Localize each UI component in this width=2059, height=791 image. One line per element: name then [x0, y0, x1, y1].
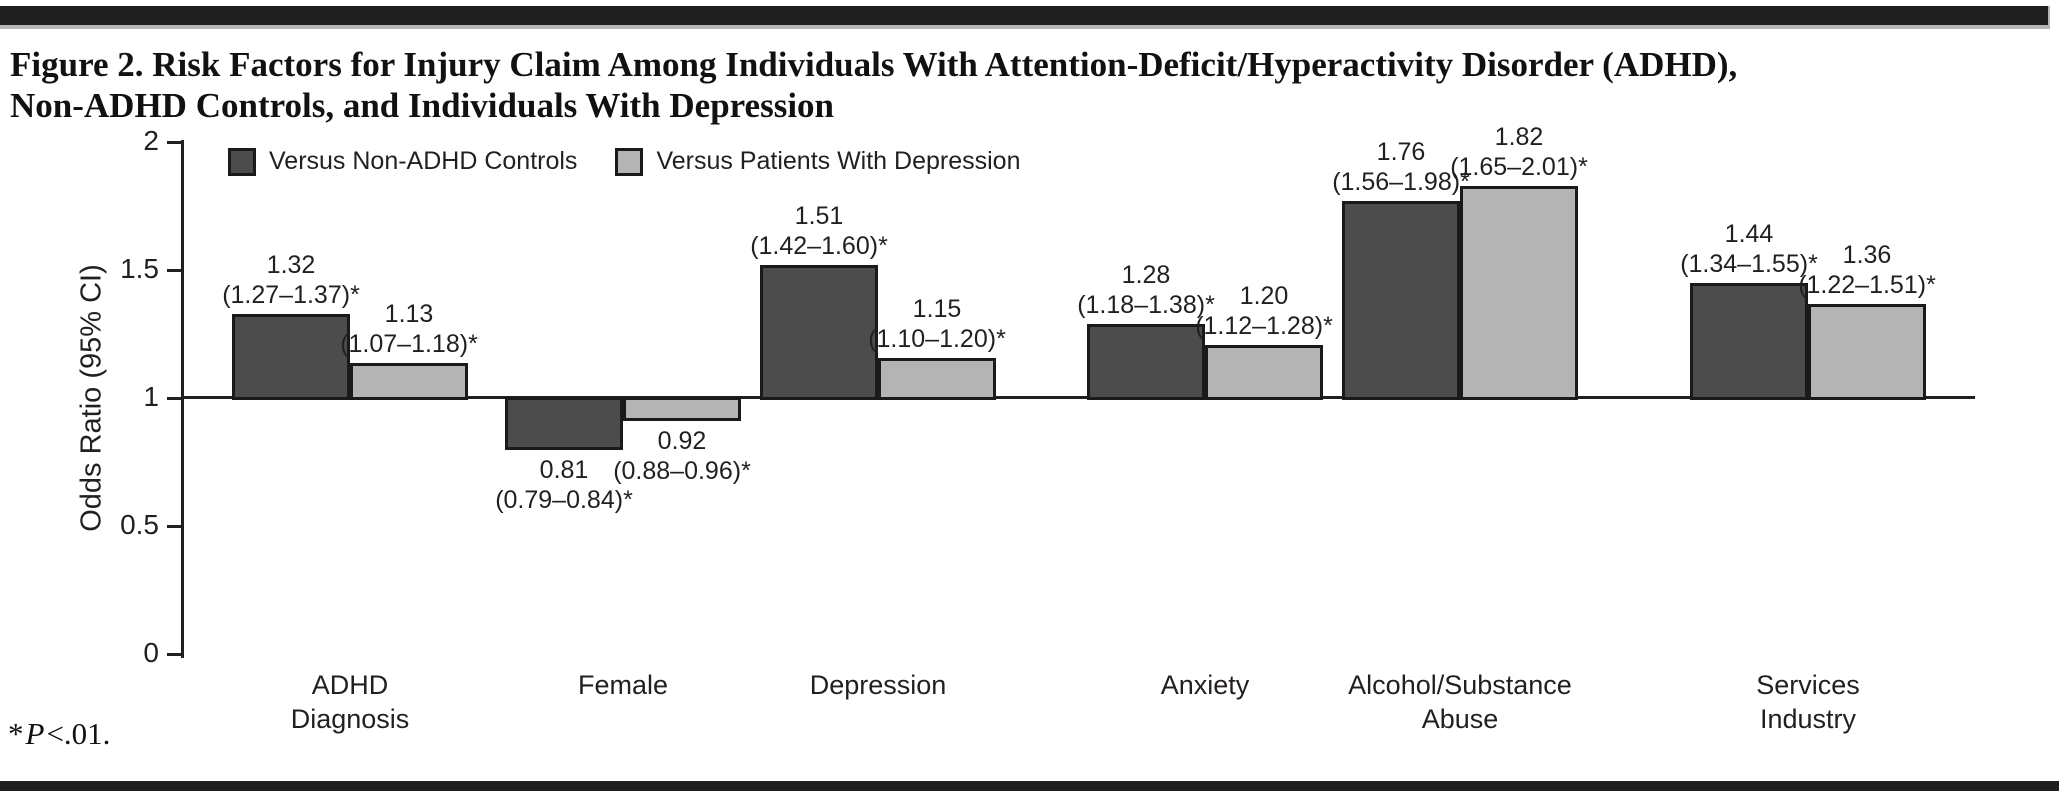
bar-light-adhd [350, 362, 468, 400]
bar-value-label-dark-services: 1.44 (1.34–1.55)* [1680, 219, 1818, 279]
bar-ci-text: (1.10–1.20)* [868, 324, 1006, 353]
figure-title-line2: Non-ADHD Controls, and Individuals With … [10, 86, 835, 125]
x-category-label-line: ADHD [311, 670, 389, 700]
x-category-label-alcohol-substance: Alcohol/Substance Abuse [1348, 668, 1572, 736]
bar-dark-anxiety [1087, 324, 1205, 400]
y-tick-label-1.5: 1.5 [120, 253, 159, 284]
bar-light-depression [878, 357, 996, 400]
legend-swatch-dark-icon [228, 147, 256, 176]
x-category-label-line: Abuse [1421, 704, 1499, 734]
bar-light-alcohol-substance [1460, 186, 1578, 400]
bar-ci-text: (1.27–1.37)* [222, 281, 360, 310]
bar-value-label-dark-adhd: 1.32 (1.27–1.37)* [222, 250, 360, 310]
bar-value-text: 1.36 [1842, 240, 1892, 269]
bar-dark-adhd [232, 314, 350, 400]
bar-light-anxiety [1205, 344, 1323, 400]
y-tick-mark-0.5 [167, 525, 183, 528]
x-category-label-line: Industry [1759, 704, 1857, 734]
bar-light-services [1808, 303, 1926, 400]
bar-ci-text: (0.79–0.84)* [495, 485, 633, 514]
bar-value-label-light-depression: 1.15 (1.10–1.20)* [868, 294, 1006, 354]
x-category-label-line: Alcohol/Substance [1348, 670, 1572, 700]
bar-value-label-light-services: 1.36 (1.22–1.51)* [1798, 240, 1936, 300]
bar-value-text: 1.44 [1724, 220, 1774, 249]
bar-ci-text: (1.12–1.28)* [1195, 311, 1333, 340]
bar-value-label-dark-alcohol-substance: 1.76 (1.56–1.98)* [1332, 137, 1470, 197]
y-tick-mark-2 [167, 141, 183, 144]
bar-ci-text: (1.07–1.18)* [340, 329, 478, 358]
bar-value-text: 1.76 [1376, 138, 1426, 167]
bar-ci-text: (1.22–1.51)* [1798, 270, 1936, 299]
baseline-odds-ratio-1 [183, 396, 1975, 399]
bar-dark-female [505, 397, 623, 450]
bar-ci-text: (1.18–1.38)* [1077, 291, 1215, 320]
bar-value-label-light-anxiety: 1.20 (1.12–1.28)* [1195, 281, 1333, 341]
bar-dark-alcohol-substance [1342, 201, 1460, 400]
bar-value-text: 1.82 [1494, 123, 1544, 152]
legend: Versus Non-ADHD Controls Versus Patients… [228, 147, 1021, 176]
bar-ci-text: (0.88–0.96)* [613, 457, 751, 486]
footnote-asterisk: * [8, 716, 24, 751]
bar-value-label-dark-anxiety: 1.28 (1.18–1.38)* [1077, 260, 1215, 320]
figure-title-line1: Figure 2. Risk Factors for Injury Claim … [10, 45, 1738, 84]
bottom-divider [0, 781, 2059, 791]
legend-swatch-light-icon [615, 147, 644, 176]
y-tick-label-2: 2 [143, 125, 159, 156]
bar-value-label-light-adhd: 1.13 (1.07–1.18)* [340, 299, 478, 359]
bar-value-label-dark-depression: 1.51 (1.42–1.60)* [750, 201, 888, 261]
bar-value-label-light-alcohol-substance: 1.82 (1.65–2.01)* [1450, 122, 1588, 182]
figure-title: Figure 2. Risk Factors for Injury Claim … [10, 44, 1737, 126]
x-category-label-anxiety: Anxiety [1161, 668, 1250, 702]
bar-value-text: 0.92 [657, 427, 707, 456]
legend-label-patients-with-depression: Versus Patients With Depression [656, 147, 1021, 175]
bar-ci-text: (1.56–1.98)* [1332, 168, 1470, 197]
y-tick-label-0.5: 0.5 [120, 509, 159, 540]
bar-ci-text: (1.65–2.01)* [1450, 153, 1588, 182]
x-category-label-adhd: ADHD Diagnosis [291, 668, 410, 736]
bar-value-label-light-female: 0.92 (0.88–0.96)* [613, 426, 751, 486]
bar-value-text: 1.51 [794, 202, 844, 231]
x-category-label-line: Diagnosis [290, 704, 410, 734]
bar-value-label-dark-female: 0.81 (0.79–0.84)* [495, 455, 633, 515]
bar-value-text: 1.20 [1239, 281, 1289, 310]
y-tick-label-1: 1 [143, 381, 159, 412]
y-tick-mark-0 [167, 653, 183, 656]
footnote: *P<.01. [8, 716, 110, 752]
x-category-label-line: Female [577, 670, 669, 700]
legend-label-non-adhd-controls: Versus Non-ADHD Controls [269, 147, 578, 175]
bar-dark-services [1690, 283, 1808, 400]
bar-value-text: 0.81 [539, 455, 589, 484]
x-category-label-depression: Depression [810, 668, 947, 702]
legend-item-non-adhd-controls: Versus Non-ADHD Controls [228, 147, 577, 176]
x-category-label-services: Services Industry [1756, 668, 1860, 736]
y-tick-label-0: 0 [143, 637, 159, 668]
top-divider [0, 6, 2050, 29]
bar-value-text: 1.32 [266, 251, 316, 280]
bar-dark-depression [760, 265, 878, 400]
bar-ci-text: (1.34–1.55)* [1680, 250, 1818, 279]
footnote-value: <.01. [46, 716, 111, 751]
legend-item-patients-with-depression: Versus Patients With Depression [615, 147, 1021, 176]
x-category-label-line: Services [1756, 670, 1860, 700]
bar-value-text: 1.13 [384, 299, 434, 328]
bar-value-text: 1.28 [1121, 261, 1171, 290]
x-category-label-line: Depression [809, 670, 947, 700]
bar-ci-text: (1.42–1.60)* [750, 232, 888, 261]
x-category-label-line: Anxiety [1160, 670, 1250, 700]
y-tick-mark-1.5 [167, 269, 183, 272]
footnote-p-symbol: P [25, 716, 45, 751]
y-tick-mark-1 [167, 397, 183, 400]
bar-value-text: 1.15 [912, 294, 962, 323]
x-category-label-female: Female [578, 668, 668, 702]
bar-light-female [623, 397, 741, 422]
